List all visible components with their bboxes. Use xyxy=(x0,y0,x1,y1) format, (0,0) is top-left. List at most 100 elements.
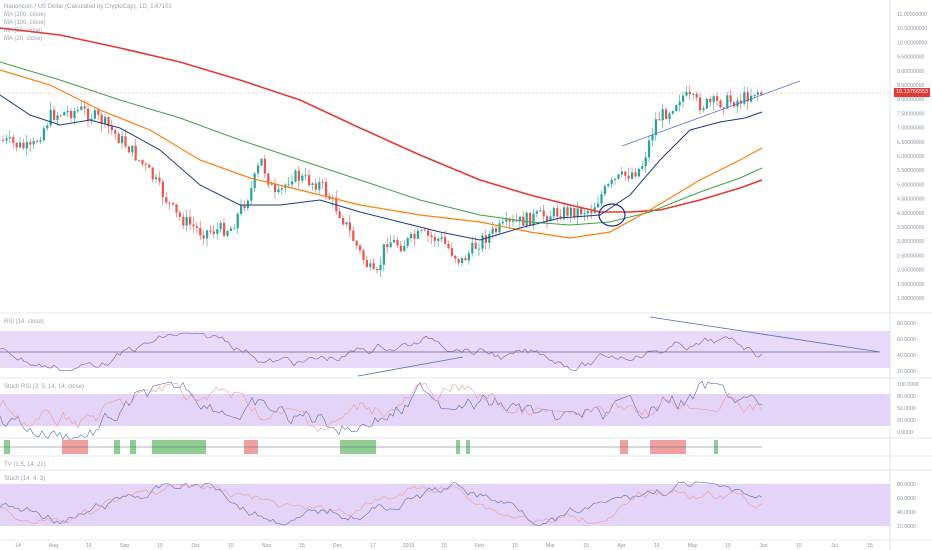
candle-body xyxy=(233,228,236,230)
candle-body xyxy=(158,177,161,182)
candle-body xyxy=(607,184,610,187)
candle-body xyxy=(675,105,678,112)
date-axis-tick: Jul xyxy=(831,543,838,549)
osc-axis-tick: 20.0000 xyxy=(897,524,916,530)
candle-body xyxy=(243,205,246,209)
candle-body xyxy=(403,245,406,252)
candle-body xyxy=(124,136,127,147)
candle-body xyxy=(253,173,256,189)
candle-body xyxy=(70,111,73,119)
candle-body xyxy=(80,106,83,110)
candle-body xyxy=(651,135,654,141)
candle-body xyxy=(746,92,749,102)
candle-body xyxy=(134,145,137,161)
candle-body xyxy=(63,112,66,116)
candle-body xyxy=(206,230,209,239)
date-axis-tick: 15 xyxy=(157,543,163,549)
ma20-line xyxy=(0,94,763,241)
candle-body xyxy=(505,219,508,222)
candle-body xyxy=(563,207,566,219)
date-axis-tick: Oct xyxy=(191,543,200,549)
candle-body xyxy=(729,95,732,103)
candle-body xyxy=(722,107,725,109)
ma20-legend: MA (20, close) xyxy=(4,36,43,42)
date-axis-tick: 15 xyxy=(228,543,234,549)
candle-body xyxy=(199,227,202,236)
date-axis-tick: Feb xyxy=(475,543,484,549)
candle-body xyxy=(29,142,32,145)
candle-body xyxy=(219,223,222,230)
date-axis-tick: 15 xyxy=(725,543,731,549)
candle-body xyxy=(671,111,674,114)
date-axis-tick: 15 xyxy=(796,543,802,549)
candle-body xyxy=(437,238,440,241)
candle-body xyxy=(586,211,589,214)
candle-body xyxy=(525,212,528,226)
date-axis-tick: Apr xyxy=(617,543,625,549)
date-axis-tick: Nov xyxy=(262,543,272,549)
candle-body xyxy=(682,95,685,102)
candle-body xyxy=(597,203,600,208)
rsi-axis-tick: 20.0000 xyxy=(897,369,916,375)
osc-axis-tick: 40.0000 xyxy=(897,510,916,516)
candle-body xyxy=(614,178,617,180)
candle-body xyxy=(444,237,447,244)
candle-body xyxy=(39,140,42,142)
ma200-line xyxy=(0,27,763,213)
price-axis-tick: 4.00000000 xyxy=(897,211,925,217)
candle-body xyxy=(733,102,736,107)
price-axis-tick: 8.50000000 xyxy=(897,83,925,89)
candle-body xyxy=(87,108,90,121)
price-trendline xyxy=(621,80,801,147)
candle-body xyxy=(168,202,171,204)
candle-body xyxy=(413,233,416,239)
stoch-osc-legend: Stoch (14, 4, 3) xyxy=(4,476,46,482)
ma100-legend: MA (100, close) xyxy=(4,20,46,26)
date-axis-tick: 15 xyxy=(583,543,589,549)
candle-body xyxy=(566,207,569,216)
candle-body xyxy=(709,98,712,103)
date-axis-tick: May xyxy=(688,543,698,549)
candle-body xyxy=(314,183,317,190)
candle-body xyxy=(114,130,117,134)
candle-body xyxy=(600,194,603,204)
date-axis-tick: Dec xyxy=(333,543,343,549)
candle-body xyxy=(389,242,392,248)
candle-body xyxy=(352,230,355,241)
candle-body xyxy=(692,94,695,95)
date-axis-tick: 15 xyxy=(299,543,305,549)
rsi-axis-tick: 80.0000 xyxy=(897,321,916,327)
rsi-line xyxy=(0,332,763,372)
candle-body xyxy=(464,257,467,261)
candle-body xyxy=(8,137,11,139)
price-axis-tick: 6.50000000 xyxy=(897,140,925,146)
price-axis-tick: 10.00000000 xyxy=(897,40,927,46)
candle-body xyxy=(277,189,280,193)
candle-body xyxy=(107,117,110,127)
candle-body xyxy=(59,115,62,117)
candle-body xyxy=(297,170,300,181)
rsi-band xyxy=(0,331,890,368)
candle-body xyxy=(739,100,742,104)
crossover-circle xyxy=(598,203,626,227)
candle-body xyxy=(376,269,379,271)
price-axis-tick: 3.00000000 xyxy=(897,239,925,245)
candle-body xyxy=(603,186,606,195)
candle-body xyxy=(49,109,52,126)
candle-body xyxy=(178,212,181,217)
date-axis-tick: 15 xyxy=(441,543,447,549)
candle-body xyxy=(209,230,212,232)
candle-body xyxy=(406,238,409,246)
candle-body xyxy=(250,188,253,201)
candle-body xyxy=(90,118,93,121)
candle-body xyxy=(644,157,647,167)
candle-body xyxy=(620,171,623,175)
price-axis-tick: 2.00000000 xyxy=(897,268,925,274)
candle-body xyxy=(212,231,215,234)
price-axis-tick: 6.00000000 xyxy=(897,154,925,160)
candle-body xyxy=(172,202,175,205)
candle-body xyxy=(192,224,195,227)
candle-body xyxy=(501,221,504,224)
candle-body xyxy=(678,101,681,106)
